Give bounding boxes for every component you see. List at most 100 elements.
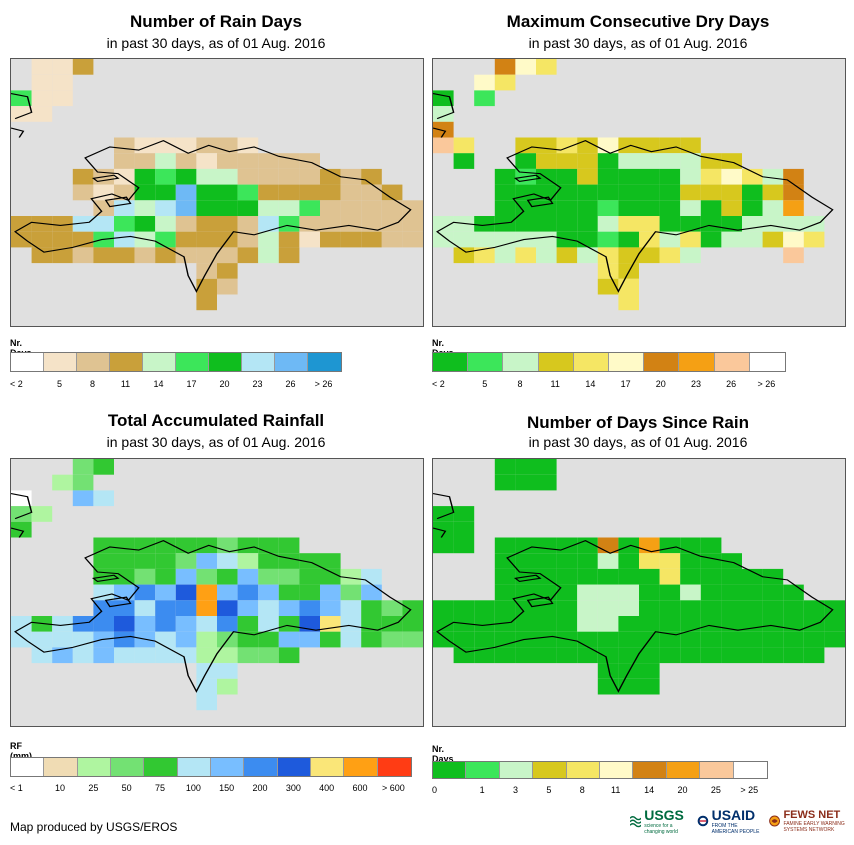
grid-cell [721,600,742,616]
grid-cell [515,247,536,264]
grid-cell [217,647,238,664]
grid-cell [536,474,557,491]
grid-cell [536,553,557,569]
grid-cell [762,584,784,601]
grid-cell [742,168,763,185]
legend-swatch [209,353,242,371]
grid-cell [659,568,681,585]
grid-cell [762,216,784,232]
grid-cell [618,168,639,185]
grid-cell [155,600,176,616]
grid-cell [577,168,598,185]
grid-cell [381,616,403,632]
grid-cell [278,200,300,216]
grid-cell [217,184,238,201]
grid-cell [639,568,660,585]
grid-cell [196,584,217,601]
legend-label: < 2 [432,379,445,389]
grid-cell [659,184,681,201]
grid-cell [577,600,598,616]
grid-cell [515,459,536,475]
grid-cell [700,216,722,232]
grid-cell [680,584,701,601]
grid-cell [31,90,53,107]
grid-cell [402,616,423,632]
grid-cell [31,231,53,248]
grid-cell [618,137,639,154]
grid-cell [175,568,197,585]
grid-cell [217,247,238,264]
grid-cell [742,184,763,201]
grid-cell [680,600,701,616]
grid-cell [134,153,156,169]
grid-cell [639,153,660,169]
legend-swatch [110,353,143,371]
grid-cell [474,616,495,632]
grid-cell [196,616,217,632]
grid-cell [114,537,135,554]
coastline [433,493,455,538]
grid-cell [762,568,784,585]
legend-title: RF (mm) [10,741,32,761]
grid-cell [577,631,598,648]
grid-cell [700,553,722,569]
hispaniola-outline [14,540,412,693]
grid-cell [680,231,701,248]
legend-bar [10,757,412,777]
grid-cell [237,216,259,232]
grid-cell [175,631,197,648]
grid-cell [556,600,578,616]
grid-cell [31,506,53,522]
grid-cell [742,631,763,648]
grid-cell [52,59,73,75]
grid-cell [433,537,454,554]
grid-cell [556,200,578,216]
grid-cell [659,200,681,216]
grid-cell [536,459,557,475]
grid-cell [278,153,300,169]
grid-cell [237,153,259,169]
grid-cell [474,647,495,664]
fewsnet-tagline: FAMINE EARLY WARNING SYSTEMS NETWORK [783,821,845,833]
grid-cell [536,631,557,648]
grid-cell [433,631,454,648]
legend-swatch [344,758,378,776]
grid-cell [31,647,53,664]
grid-cell [680,168,701,185]
grid-cell [72,459,94,475]
grid-cell [742,200,763,216]
grid-cell [515,600,536,616]
legend-swatch [633,762,667,778]
legend-label: 17 [186,379,197,389]
grid-cell [474,247,495,264]
grid-cell [278,168,300,185]
grid-cell [278,231,300,248]
legend-swatch [242,353,275,371]
legend-label: 26 [726,379,737,389]
grid-cell [639,678,660,695]
grid-cell [742,647,763,664]
grid-cell [299,231,320,248]
grid-cell [700,647,722,664]
grid-cell [52,647,73,664]
map-grid [433,59,834,311]
legend-swatch [210,758,245,776]
legend-swatch [144,758,178,776]
grid-cell [515,59,536,75]
grid-cell [381,231,403,248]
grid-cell [494,537,516,554]
usaid-logo-text: USAID [711,807,756,823]
grid-cell [453,647,475,664]
grid-cell [803,216,825,232]
legend-swatch [11,353,44,371]
grid-cell [320,184,341,201]
grid-cell [340,616,362,632]
grid-cell [639,584,660,601]
grid-cell [196,631,217,648]
grid-cell [721,631,742,648]
grid-cell [618,568,639,585]
grid-cell [494,247,516,264]
legend-labels: 0 1 3 5 8 11 14 20 25 > 25 [432,785,766,797]
grid-cell [618,200,639,216]
grid-cell [217,616,238,632]
